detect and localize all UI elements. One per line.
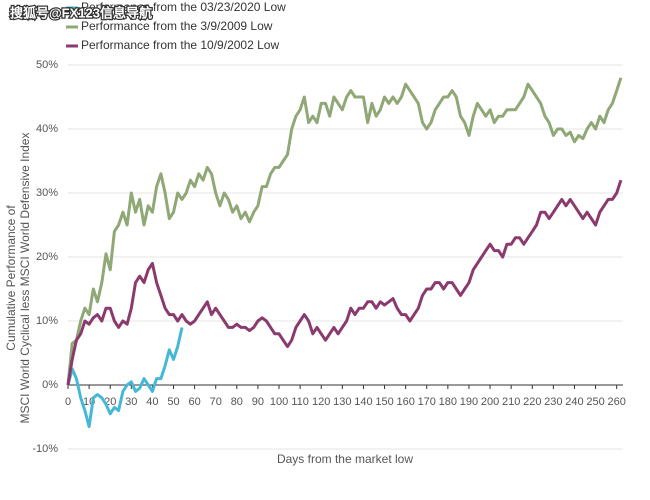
- x-tick-label: 120: [312, 396, 330, 408]
- x-tick-label: 240: [565, 396, 583, 408]
- y-axis-label: MSCI World Cyclical less MSCI World Defe…: [18, 133, 32, 424]
- x-tick-label: 50: [167, 396, 179, 408]
- series-line: [66, 179, 623, 386]
- x-tick-label: 200: [481, 396, 499, 408]
- x-tick-label: 260: [607, 396, 625, 408]
- y-tick-label: 10%: [36, 315, 58, 327]
- y-tick-label: 20%: [36, 251, 58, 263]
- x-tick-label: 170: [418, 396, 436, 408]
- legend-label: Performance from the 3/9/2009 Low: [81, 19, 273, 33]
- x-tick-label: 190: [460, 396, 478, 408]
- series-line: [66, 327, 184, 429]
- y-tick-label: 40%: [36, 123, 58, 135]
- x-tick-label: 40: [146, 396, 158, 408]
- x-tick-label: 140: [354, 396, 372, 408]
- y-axis-label: Cumulative Performance of: [4, 205, 18, 351]
- legend-label: Performance from the 10/9/2002 Low: [81, 38, 279, 52]
- x-tick-label: 90: [252, 396, 264, 408]
- x-tick-label: 160: [396, 396, 414, 408]
- x-tick-label: 180: [439, 396, 457, 408]
- x-tick-label: 60: [188, 396, 200, 408]
- legend-label: Performance from the 03/23/2020 Low: [81, 0, 286, 14]
- y-tick-label: 0%: [42, 379, 58, 391]
- x-tick-label: 100: [270, 396, 288, 408]
- y-tick-label: 50%: [36, 59, 58, 71]
- x-tick-label: 130: [333, 396, 351, 408]
- x-tick-label: 0: [65, 396, 71, 408]
- x-tick-label: 230: [544, 396, 562, 408]
- x-tick-label: 150: [375, 396, 393, 408]
- y-tick-label: 30%: [36, 187, 58, 199]
- x-axis-label: Days from the market low: [277, 452, 413, 466]
- x-tick-label: 220: [523, 396, 541, 408]
- x-tick-label: 110: [291, 396, 309, 408]
- x-tick-label: 80: [231, 396, 243, 408]
- watermark: 搜狐号@FX123信息导航: [10, 5, 152, 20]
- x-tick-label: 70: [210, 396, 222, 408]
- series-line: [66, 77, 623, 386]
- y-tick-label: -10%: [32, 443, 58, 455]
- x-tick-label: 30: [125, 396, 137, 408]
- x-tick-label: 250: [586, 396, 604, 408]
- x-tick-label: 210: [502, 396, 520, 408]
